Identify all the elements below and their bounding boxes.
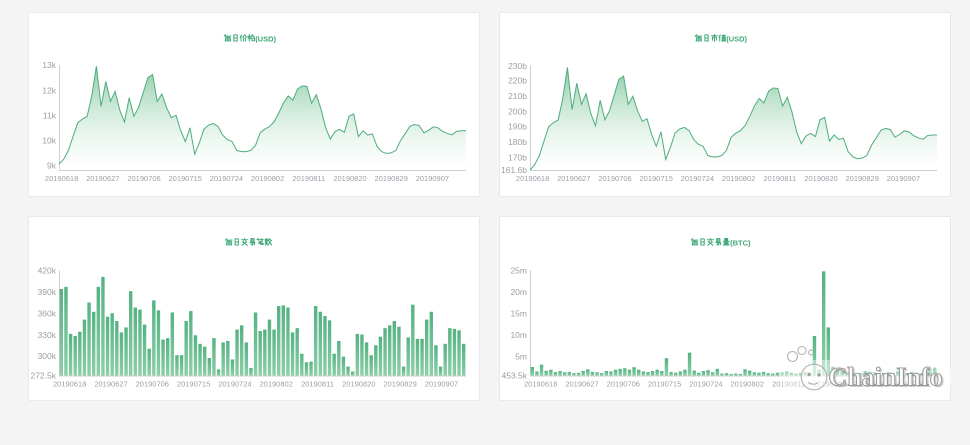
svg-text:180b: 180b [508,137,527,147]
svg-text:20190820: 20190820 [333,174,366,183]
svg-text:20190724: 20190724 [681,174,714,183]
svg-text:420k: 420k [38,266,57,276]
svg-text:300k: 300k [38,351,57,361]
svg-text:20190618: 20190618 [45,174,78,183]
svg-text:20190715: 20190715 [648,380,681,389]
svg-text:20190820: 20190820 [342,380,375,389]
svg-text:13k: 13k [42,60,56,70]
svg-text:20190706: 20190706 [127,174,160,183]
svg-text:20190802: 20190802 [260,380,293,389]
svg-text:230b: 230b [508,61,527,71]
svg-text:ChainInfo: ChainInfo [828,363,942,392]
svg-text:10m: 10m [510,330,527,340]
svg-text:190b: 190b [508,122,527,132]
svg-text:(USD): (USD) [255,34,276,43]
svg-text:330k: 330k [38,330,57,340]
svg-text:5m: 5m [515,351,527,361]
svg-text:20190811: 20190811 [301,380,334,389]
svg-text:20190829: 20190829 [383,380,416,389]
svg-text:20190820: 20190820 [804,174,837,183]
svg-text:15m: 15m [510,309,527,319]
svg-text:10k: 10k [42,136,56,146]
svg-text:20190802: 20190802 [251,174,284,183]
svg-text:272.5k: 272.5k [30,371,56,381]
svg-text:20190724: 20190724 [689,380,722,389]
svg-text:20190907: 20190907 [896,380,929,389]
svg-text:20190618: 20190618 [524,380,557,389]
svg-text:11k: 11k [43,110,57,120]
svg-text:20190829: 20190829 [854,380,887,389]
svg-text:200b: 200b [508,106,527,116]
svg-text:20190802: 20190802 [722,174,755,183]
svg-text:ChainInfo: ChainInfo [830,364,944,393]
svg-text:220b: 220b [508,76,527,86]
svg-text:20190706: 20190706 [136,380,169,389]
svg-text:20190627: 20190627 [557,174,590,183]
svg-text:20190627: 20190627 [86,174,119,183]
svg-text:360k: 360k [38,308,57,318]
svg-text:20190802: 20190802 [731,380,764,389]
svg-text:161.6b: 161.6b [501,165,527,175]
svg-text:20190907: 20190907 [416,174,449,183]
svg-text:9k: 9k [47,161,57,171]
svg-text:20190627: 20190627 [565,380,598,389]
svg-text:390k: 390k [38,287,57,297]
svg-text:12k: 12k [42,85,56,95]
svg-text:(USD): (USD) [726,34,747,43]
svg-text:20190706: 20190706 [598,174,631,183]
svg-text:20190829: 20190829 [846,174,879,183]
svg-text:20190715: 20190715 [169,174,202,183]
svg-text:20190907: 20190907 [887,174,920,183]
svg-text:20190724: 20190724 [218,380,251,389]
svg-text:20190706: 20190706 [607,380,640,389]
svg-text:20190715: 20190715 [177,380,210,389]
svg-text:20190811: 20190811 [292,174,325,183]
svg-text:20190811: 20190811 [772,380,805,389]
svg-text:20190715: 20190715 [640,174,673,183]
svg-text:20190820: 20190820 [813,380,846,389]
svg-text:453.5k: 453.5k [501,371,527,381]
svg-text:20190627: 20190627 [94,380,127,389]
svg-text:25m: 25m [510,266,527,276]
svg-text:210b: 210b [508,91,527,101]
svg-text:20190907: 20190907 [425,380,458,389]
svg-text:170b: 170b [508,152,527,162]
svg-text:20190618: 20190618 [516,174,549,183]
svg-text:20m: 20m [510,287,527,297]
svg-text:20190829: 20190829 [375,174,408,183]
svg-text:20190811: 20190811 [763,174,796,183]
svg-text:20190618: 20190618 [53,380,86,389]
svg-text:20190724: 20190724 [210,174,243,183]
svg-text:(BTC): (BTC) [730,238,751,247]
